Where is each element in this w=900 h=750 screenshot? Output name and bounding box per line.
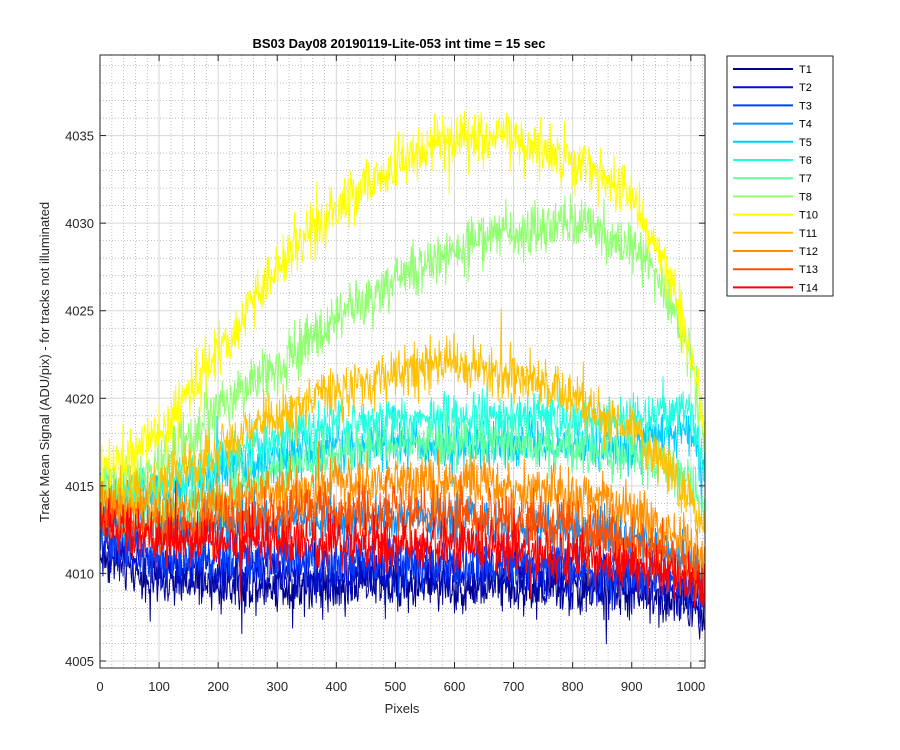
- series-layer: [99, 110, 706, 645]
- legend-label-t11: T11: [799, 228, 817, 240]
- x-tick-label: 300: [266, 679, 288, 694]
- series-line-t13: [99, 471, 706, 600]
- x-tick-label: 600: [444, 679, 466, 694]
- legend-label-t7: T7: [799, 173, 812, 185]
- y-tick-label: 4025: [65, 304, 94, 319]
- legend-label-t1: T1: [799, 64, 812, 76]
- y-tick-label: 4005: [65, 654, 94, 669]
- chart-title: BS03 Day08 20190119-Lite-053 int time = …: [252, 36, 545, 51]
- legend-label-t2: T2: [799, 82, 812, 94]
- legend-label-t6: T6: [799, 155, 812, 167]
- legend-label-t4: T4: [799, 119, 812, 131]
- legend-label-t12: T12: [799, 246, 818, 258]
- x-tick-label: 200: [207, 679, 229, 694]
- series-line-t3: [99, 516, 706, 611]
- y-tick-label: 4035: [65, 129, 94, 144]
- x-tick-label: 900: [621, 679, 643, 694]
- legend-label-t13: T13: [799, 264, 818, 276]
- series-line-t8: [99, 193, 706, 517]
- x-tick-label: 700: [503, 679, 525, 694]
- legend-label-t3: T3: [799, 100, 812, 112]
- series-line-t7: [99, 410, 706, 541]
- x-tick-label: 0: [96, 679, 103, 694]
- plot-area: [99, 54, 706, 669]
- y-tick-label: 4015: [65, 479, 94, 494]
- x-tick-label: 100: [148, 679, 170, 694]
- x-tick-label: 400: [325, 679, 347, 694]
- series-line-t14: [99, 480, 706, 609]
- series-line-t11: [99, 308, 706, 534]
- legend: T1 T2 T3 T4 T5 T6 T7 T8 T10 T11 T12 T13 T14: [726, 55, 834, 297]
- legend-label-t10: T10: [799, 210, 818, 222]
- plot-frame: [99, 54, 706, 669]
- x-tick-label: 800: [562, 679, 584, 694]
- y-tick-label: 4030: [65, 216, 94, 231]
- legend-label-t8: T8: [799, 191, 812, 203]
- y-tick-labels: 4005 4010 4015 4020 4025 4030 4035: [65, 129, 94, 669]
- x-tick-label: 500: [385, 679, 407, 694]
- y-tick-label: 4010: [65, 566, 94, 581]
- y-axis-label: Track Mean Signal (ADU/pix) - for tracks…: [37, 202, 52, 522]
- legend-label-t14: T14: [799, 282, 818, 294]
- series-line-t10: [99, 110, 706, 518]
- ticks-layer: [99, 55, 705, 668]
- x-tick-label: 1000: [676, 679, 705, 694]
- x-tick-labels: 0 100 200 300 400 500 600 700 800 900 1000: [96, 679, 705, 694]
- y-tick-label: 4020: [65, 391, 94, 406]
- x-axis-label: Pixels: [385, 701, 420, 716]
- legend-box: [726, 55, 834, 297]
- legend-label-t5: T5: [799, 137, 812, 149]
